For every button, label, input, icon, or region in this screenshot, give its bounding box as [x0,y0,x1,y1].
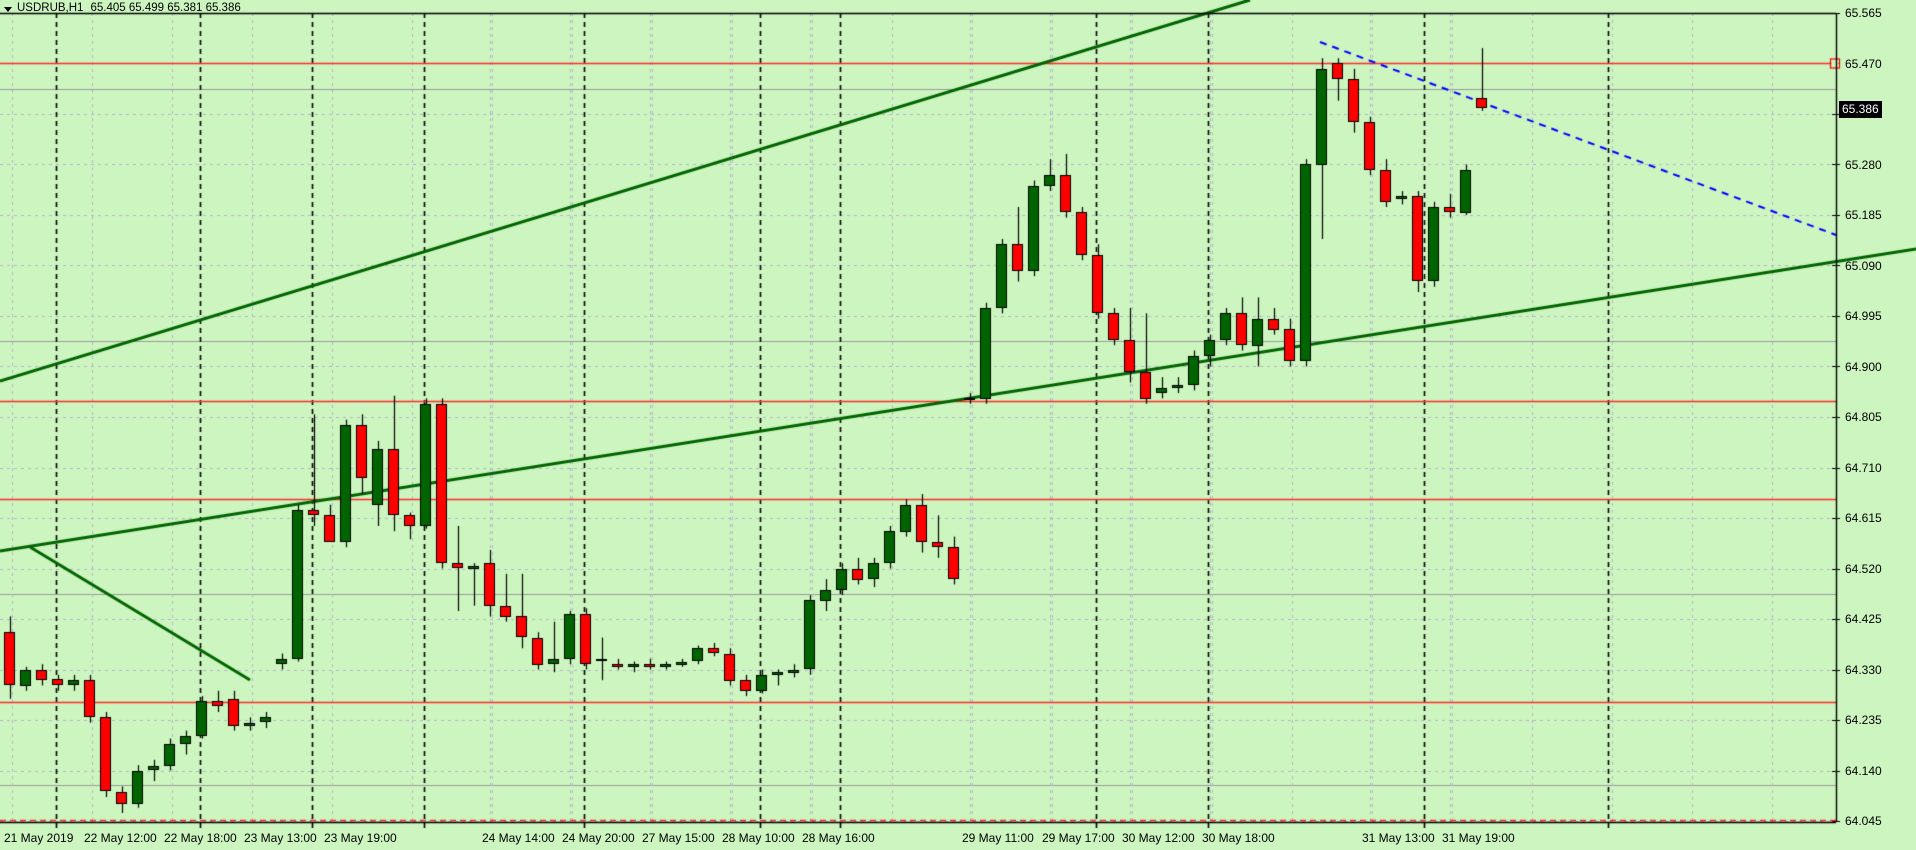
price-axis-label: 64.140 [1845,763,1882,778]
price-axis-label: 65.185 [1845,208,1882,222]
time-axis-label: 24 May 14:00 [482,831,555,845]
time-axis-label: 30 May 12:00 [1122,831,1195,845]
chart-header: USDRUB,H1 65.405 65.499 65.381 65.386 [4,1,241,15]
time-axis-label: 29 May 17:00 [1042,831,1115,845]
price-axis-label: 65.470 [1845,56,1882,71]
price-axis-label: 64.805 [1845,410,1882,424]
time-axis-label: 28 May 16:00 [802,831,875,845]
time-axis-label: 30 May 18:00 [1202,831,1275,845]
time-axis-label: 27 May 15:00 [642,831,715,845]
price-axis-label: 65.280 [1845,157,1882,172]
time-axis-label: 23 May 19:00 [324,831,397,845]
price-axis-label: 65.090 [1845,258,1882,273]
price-axis-label: 64.235 [1845,713,1882,727]
price-axis-label: 64.710 [1845,460,1882,475]
time-axis-label: 29 May 11:00 [962,831,1034,845]
time-axis-label: 21 May 2019 [4,831,74,845]
time-axis-label: 22 May 12:00 [84,831,157,845]
price-axis-label: 64.330 [1845,662,1882,677]
time-axis-label: 24 May 20:00 [562,831,635,845]
price-axis-label: 64.900 [1845,359,1882,374]
price-axis-label: 65.565 [1845,6,1882,20]
time-axis-label: 31 May 19:00 [1442,831,1515,845]
time-axis-label: 31 May 13:00 [1362,831,1435,845]
current-price-badge: 65.386 [1839,101,1882,119]
symbol-timeframe-label: USDRUB,H1 [17,1,84,14]
time-axis-label: 23 May 13:00 [244,831,317,845]
price-axis-label: 64.045 [1845,814,1882,828]
time-axis-label: 28 May 10:00 [722,831,795,845]
price-axis-label: 64.520 [1845,561,1882,576]
price-axis-label: 64.615 [1845,511,1882,525]
chevron-down-icon[interactable] [4,6,12,12]
ohlc-values-label: 65.405 65.499 65.381 65.386 [90,1,241,14]
price-axis-label: 64.425 [1845,612,1882,626]
time-axis-label: 22 May 18:00 [164,831,237,845]
price-axis-label: 64.995 [1845,309,1882,323]
